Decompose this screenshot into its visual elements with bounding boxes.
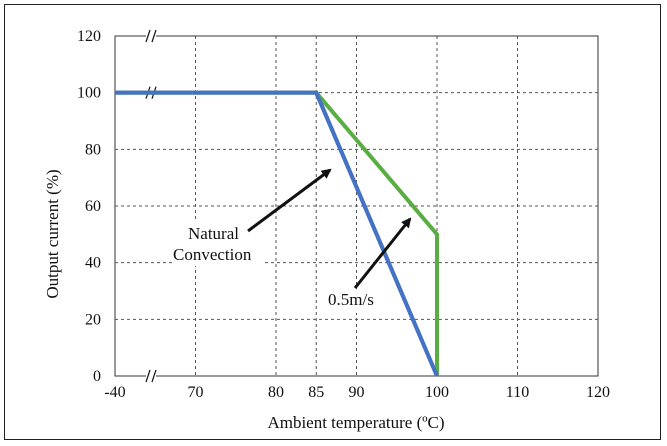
x-tick-label: 100 — [425, 384, 449, 401]
y-tick-label: 0 — [93, 368, 101, 385]
x-tick-label: 90 — [349, 384, 365, 401]
x-tick-label: 120 — [586, 384, 610, 401]
break-slash — [145, 369, 151, 383]
series-lines — [115, 90, 439, 377]
series-line-natural-convection-top — [115, 90, 439, 377]
break-slash — [151, 29, 157, 43]
x-tick-label: -40 — [104, 384, 125, 401]
y-tick-label: 120 — [77, 28, 101, 45]
break-slash — [151, 369, 157, 383]
annotation-arrow — [353, 217, 412, 289]
tick-labels: -40 70 80 85 90 100 110 120 0 20 40 60 80 100 120 — [77, 28, 610, 401]
x-tick-label: 70 — [188, 384, 204, 401]
x-tick-label: 80 — [268, 384, 284, 401]
annotation-airflow: 0.5m/s — [328, 290, 374, 309]
y-tick-label: 40 — [85, 255, 101, 272]
grid-lines — [114, 35, 599, 377]
annotation-bg — [172, 220, 264, 266]
break-mask — [146, 29, 156, 43]
x-tick-label: 110 — [506, 384, 529, 401]
x-tick-label: 85 — [308, 384, 324, 401]
y-tick-label: 20 — [85, 311, 101, 328]
break-mask — [146, 369, 156, 383]
annotations: Natural Convection 0.5m/s — [172, 168, 412, 313]
break-slash — [145, 29, 151, 43]
y-axis-label: Output current (%) — [43, 169, 62, 298]
annotation-natural-convection: Convection — [173, 245, 252, 264]
y-tick-label: 100 — [77, 85, 101, 102]
annotation-arrow — [247, 168, 332, 233]
y-tick-label: 80 — [85, 141, 101, 158]
y-tick-label: 60 — [85, 198, 101, 215]
annotation-bg — [326, 289, 386, 313]
chart-frame — [4, 4, 661, 440]
annotation-natural-convection: Natural — [188, 224, 239, 243]
x-axis-label: Ambient temperature (ºC) — [267, 413, 444, 432]
